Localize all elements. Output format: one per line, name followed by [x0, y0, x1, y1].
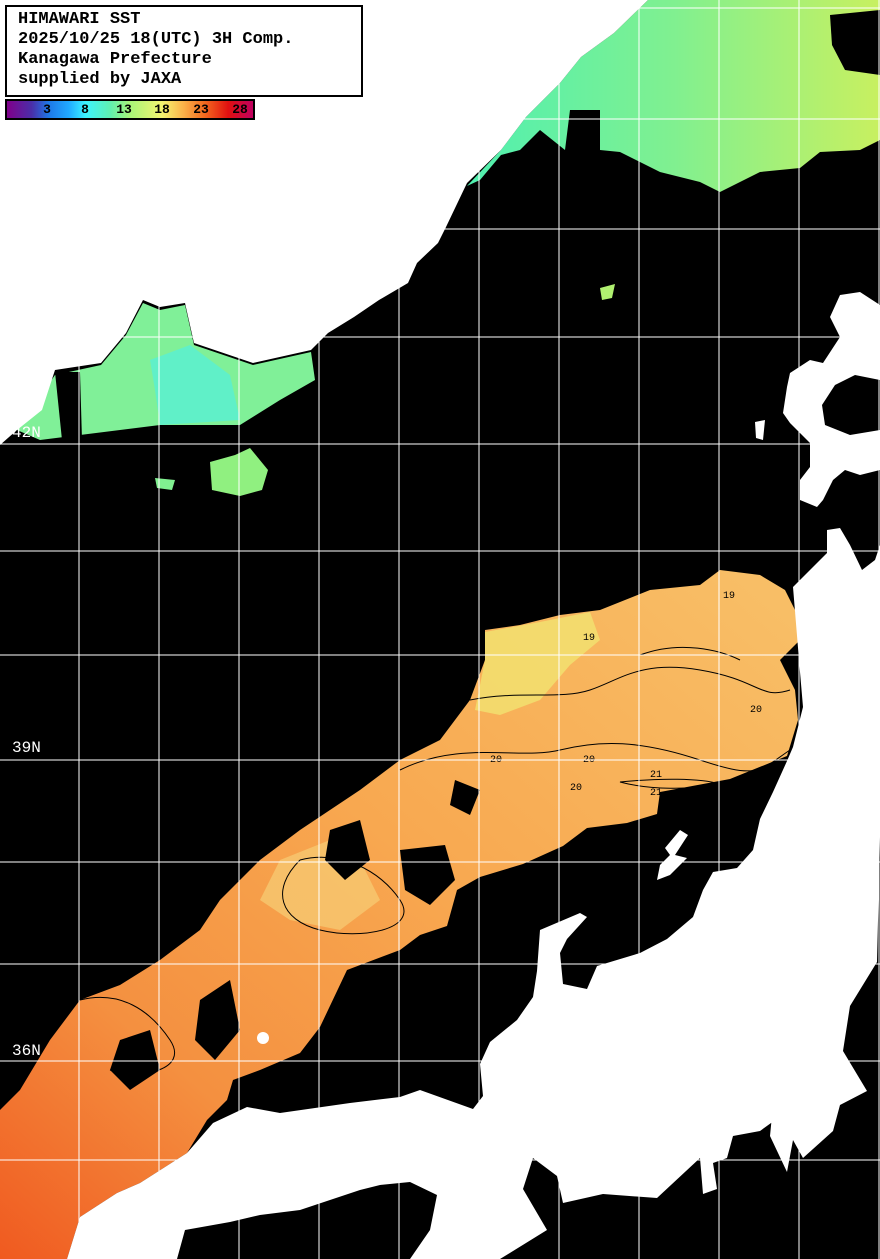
sst-patch-coast-west-cyan: [150, 345, 240, 425]
title-line-product: HIMAWARI SST: [18, 10, 141, 29]
title-line-source: supplied by JAXA: [18, 70, 182, 89]
sst-patch-north: [467, 0, 880, 192]
color-scale-bar: 3 8 13 18 23 28: [5, 99, 255, 120]
lat-label-36n: 36N: [12, 1042, 41, 1060]
contour-line: [639, 646, 741, 661]
land-hokkaido: [783, 292, 880, 507]
contour-label: 19: [583, 633, 595, 644]
color-scale-label: 8: [81, 102, 89, 117]
contour-label: 20: [570, 783, 582, 794]
lat-label-39n: 39N: [12, 739, 41, 757]
sst-patch-yellow: [475, 612, 600, 715]
color-scale-label: 13: [116, 102, 132, 117]
color-scale-label: 28: [232, 102, 248, 117]
contour-label: 21: [650, 770, 662, 781]
cloud-patch: [400, 845, 455, 905]
cloud-patch: [830, 10, 880, 75]
sst-patch-small: [155, 478, 175, 490]
contour-label: 21: [650, 788, 662, 799]
contour-line: [282, 856, 405, 935]
color-scale-label: 3: [43, 102, 51, 117]
cloud-patch: [55, 372, 82, 440]
land-small-island: [755, 420, 765, 440]
contour-line: [399, 742, 791, 772]
contour-label: 20: [750, 705, 762, 716]
contour-line: [469, 666, 791, 701]
contour-lines: [79, 646, 791, 1075]
color-scale-label: 23: [193, 102, 209, 117]
land-sado-island: [657, 830, 688, 880]
sst-patch-small: [600, 284, 615, 300]
sst-band-warm: [0, 570, 800, 1259]
sea-inland: [177, 1182, 437, 1259]
title-line-datetime: 2025/10/25 18(UTC) 3H Comp.: [18, 30, 294, 49]
title-box: HIMAWARI SST 2025/10/25 18(UTC) 3H Comp.…: [5, 5, 363, 97]
title-line-provider: Kanagawa Prefecture: [18, 50, 212, 69]
contour-line: [79, 996, 176, 1075]
cloud-patch: [450, 780, 480, 815]
land-honshu: [67, 528, 880, 1259]
lat-label-42n: 42N: [12, 424, 41, 442]
cloud-patch: [110, 1030, 160, 1090]
contour-label: 19: [723, 591, 735, 602]
color-scale-label: 18: [154, 102, 170, 117]
cloud-patch: [0, 990, 30, 1080]
cloud-patch: [195, 980, 240, 1060]
land-oki-island: [257, 1032, 269, 1044]
contour-line: [619, 778, 721, 789]
